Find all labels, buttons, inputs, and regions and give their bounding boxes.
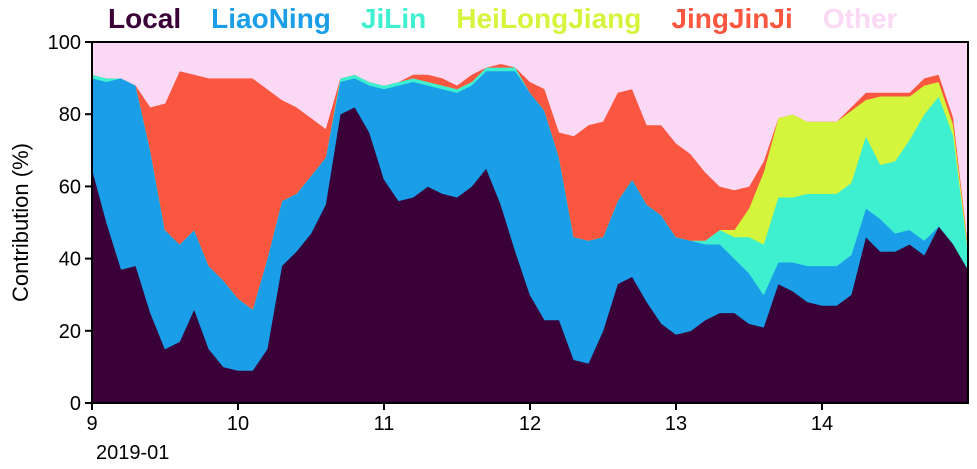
x-tick-label: 13	[665, 413, 687, 435]
legend-item-jilin: JiLin	[360, 3, 427, 34]
legend: Local LiaoNing JiLin HeiLongJiang JingJinJi O…	[108, 2, 897, 36]
y-tick-label: 0	[70, 393, 81, 415]
x-axis-date-label: 2019-01	[96, 442, 169, 464]
y-tick-label: 20	[59, 321, 81, 343]
series-layer	[91, 41, 969, 404]
x-tick-label: 10	[227, 413, 249, 435]
axis-layer: 0 20 40 60 80 100 9 10 11 12 13 14	[48, 32, 969, 435]
y-tick-label: 40	[59, 249, 81, 271]
legend-item-jingjinji: JingJinJi	[671, 3, 793, 34]
x-tick-label: 12	[519, 413, 541, 435]
legend-item-other: Other	[822, 3, 898, 34]
legend-item-local: Local	[108, 3, 182, 34]
y-tick-label: 60	[59, 176, 81, 198]
x-tick-label: 14	[811, 413, 833, 435]
legend-item-heilongjiang: HeiLongJiang	[456, 3, 642, 34]
x-tick-label: 11	[374, 413, 395, 435]
y-tick-label: 80	[59, 104, 81, 126]
legend-item-liaoning: LiaoNing	[211, 3, 331, 34]
x-tick-label: 9	[86, 413, 97, 435]
y-axis-title: Contribution (%)	[8, 143, 33, 302]
y-tick-label: 100	[48, 32, 81, 54]
